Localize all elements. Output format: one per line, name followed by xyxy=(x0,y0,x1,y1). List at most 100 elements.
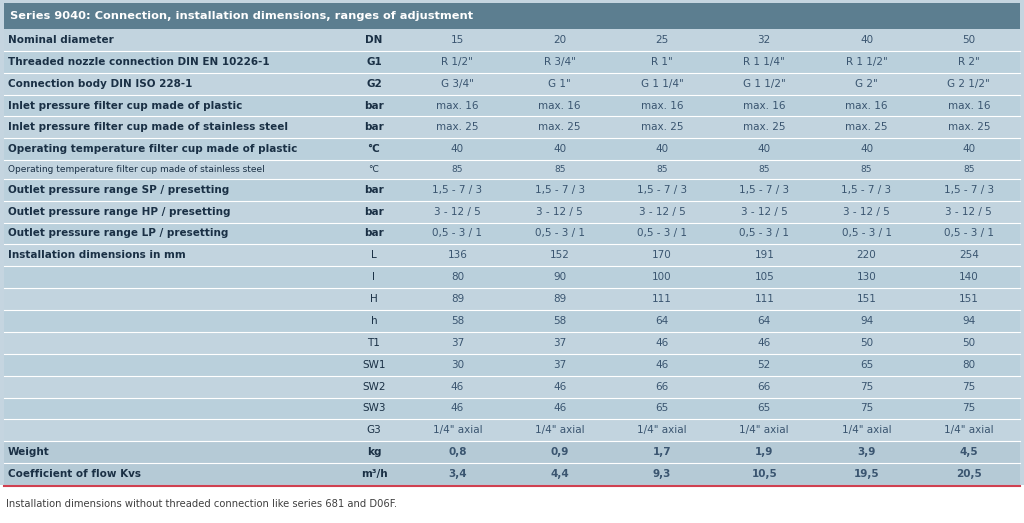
Text: 32: 32 xyxy=(758,35,771,45)
Text: 40: 40 xyxy=(655,144,669,154)
Text: R 1 1/2": R 1 1/2" xyxy=(846,57,888,67)
Text: 3,4: 3,4 xyxy=(449,469,467,479)
Text: 85: 85 xyxy=(861,165,872,174)
Text: max. 25: max. 25 xyxy=(436,122,478,132)
Text: 1/4" axial: 1/4" axial xyxy=(432,425,482,435)
Text: bar: bar xyxy=(365,122,384,132)
Text: G2: G2 xyxy=(366,78,382,89)
Text: Inlet pressure filter cup made of plastic: Inlet pressure filter cup made of plasti… xyxy=(8,100,243,110)
Text: R 1/2": R 1/2" xyxy=(441,57,473,67)
Text: 52: 52 xyxy=(758,360,771,370)
Bar xyxy=(4,29,1020,51)
Text: 1,5 - 7 / 3: 1,5 - 7 / 3 xyxy=(432,185,482,195)
Text: 85: 85 xyxy=(452,165,463,174)
Text: G1: G1 xyxy=(366,57,382,67)
Text: G 1": G 1" xyxy=(548,78,571,89)
Text: 151: 151 xyxy=(857,294,877,304)
Text: 66: 66 xyxy=(758,382,771,392)
Text: l: l xyxy=(373,272,376,282)
Bar xyxy=(4,139,1020,160)
Text: 94: 94 xyxy=(963,316,976,326)
Text: R 2": R 2" xyxy=(958,57,980,67)
Text: max. 25: max. 25 xyxy=(641,122,683,132)
Text: T1: T1 xyxy=(368,338,380,348)
Bar xyxy=(4,288,1020,310)
Bar xyxy=(4,117,1020,139)
Text: h: h xyxy=(371,316,377,326)
Text: 46: 46 xyxy=(655,360,669,370)
Text: 1/4" axial: 1/4" axial xyxy=(739,425,790,435)
Text: 0,5 - 3 / 1: 0,5 - 3 / 1 xyxy=(432,229,482,238)
Text: R 3/4": R 3/4" xyxy=(544,57,575,67)
Text: Operating temperature filter cup made of plastic: Operating temperature filter cup made of… xyxy=(8,144,297,154)
Text: 46: 46 xyxy=(553,382,566,392)
Text: 1/4" axial: 1/4" axial xyxy=(944,425,993,435)
Text: Installation dimensions without threaded connection like series 681 and D06F.: Installation dimensions without threaded… xyxy=(6,499,397,509)
Text: 65: 65 xyxy=(860,360,873,370)
Text: 40: 40 xyxy=(553,144,566,154)
Text: bar: bar xyxy=(365,207,384,217)
Text: Installation dimensions in mm: Installation dimensions in mm xyxy=(8,251,185,260)
Text: 40: 40 xyxy=(451,144,464,154)
Bar xyxy=(4,244,1020,266)
Text: Series 9040: Connection, installation dimensions, ranges of adjustment: Series 9040: Connection, installation di… xyxy=(10,11,473,21)
Bar xyxy=(4,310,1020,332)
Text: 0,8: 0,8 xyxy=(449,447,467,457)
Text: 50: 50 xyxy=(963,338,976,348)
Text: 90: 90 xyxy=(553,272,566,282)
Bar xyxy=(4,397,1020,419)
Text: 20: 20 xyxy=(553,35,566,45)
Text: 64: 64 xyxy=(758,316,771,326)
Text: 136: 136 xyxy=(447,251,467,260)
Text: max. 16: max. 16 xyxy=(743,100,785,110)
Text: °C: °C xyxy=(368,144,380,154)
Text: 0,5 - 3 / 1: 0,5 - 3 / 1 xyxy=(842,229,892,238)
Text: G 1 1/2": G 1 1/2" xyxy=(742,78,785,89)
Text: 50: 50 xyxy=(963,35,976,45)
Text: Nominal diameter: Nominal diameter xyxy=(8,35,114,45)
Text: 4,5: 4,5 xyxy=(959,447,978,457)
Bar xyxy=(0,485,1024,523)
Text: 3 - 12 / 5: 3 - 12 / 5 xyxy=(537,207,583,217)
Text: 191: 191 xyxy=(755,251,774,260)
Text: max. 25: max. 25 xyxy=(947,122,990,132)
Text: 75: 75 xyxy=(860,403,873,414)
Bar xyxy=(4,3,1020,29)
Text: L: L xyxy=(371,251,377,260)
Text: 65: 65 xyxy=(655,403,669,414)
Text: 20,5: 20,5 xyxy=(956,469,982,479)
Text: 4,4: 4,4 xyxy=(550,469,569,479)
Text: 46: 46 xyxy=(451,403,464,414)
Text: 111: 111 xyxy=(755,294,774,304)
Text: 3 - 12 / 5: 3 - 12 / 5 xyxy=(945,207,992,217)
Text: 1,7: 1,7 xyxy=(652,447,672,457)
Text: 46: 46 xyxy=(655,338,669,348)
Bar xyxy=(4,376,1020,397)
Text: Inlet pressure filter cup made of stainless steel: Inlet pressure filter cup made of stainl… xyxy=(8,122,288,132)
Text: 19,5: 19,5 xyxy=(854,469,880,479)
Text: Operating temperature filter cup made of stainless steel: Operating temperature filter cup made of… xyxy=(8,165,265,174)
Text: G 1 1/4": G 1 1/4" xyxy=(641,78,683,89)
Text: 111: 111 xyxy=(652,294,672,304)
Text: max. 16: max. 16 xyxy=(539,100,581,110)
Text: 1,9: 1,9 xyxy=(755,447,773,457)
Bar xyxy=(4,160,1020,179)
Text: Coefficient of flow Kvs: Coefficient of flow Kvs xyxy=(8,469,141,479)
Text: 40: 40 xyxy=(860,35,873,45)
Text: 0,9: 0,9 xyxy=(551,447,569,457)
Text: 58: 58 xyxy=(451,316,464,326)
Text: Outlet pressure range SP / presetting: Outlet pressure range SP / presetting xyxy=(8,185,229,195)
Text: 1/4" axial: 1/4" axial xyxy=(842,425,891,435)
Text: Outlet pressure range LP / presetting: Outlet pressure range LP / presetting xyxy=(8,229,228,238)
Text: 85: 85 xyxy=(964,165,975,174)
Text: 170: 170 xyxy=(652,251,672,260)
Text: 58: 58 xyxy=(553,316,566,326)
Text: 40: 40 xyxy=(963,144,976,154)
Text: Weight: Weight xyxy=(8,447,50,457)
Text: 46: 46 xyxy=(451,382,464,392)
Text: 80: 80 xyxy=(451,272,464,282)
Text: max. 16: max. 16 xyxy=(436,100,478,110)
Text: 151: 151 xyxy=(958,294,979,304)
Text: 75: 75 xyxy=(963,403,976,414)
Bar xyxy=(4,419,1020,441)
